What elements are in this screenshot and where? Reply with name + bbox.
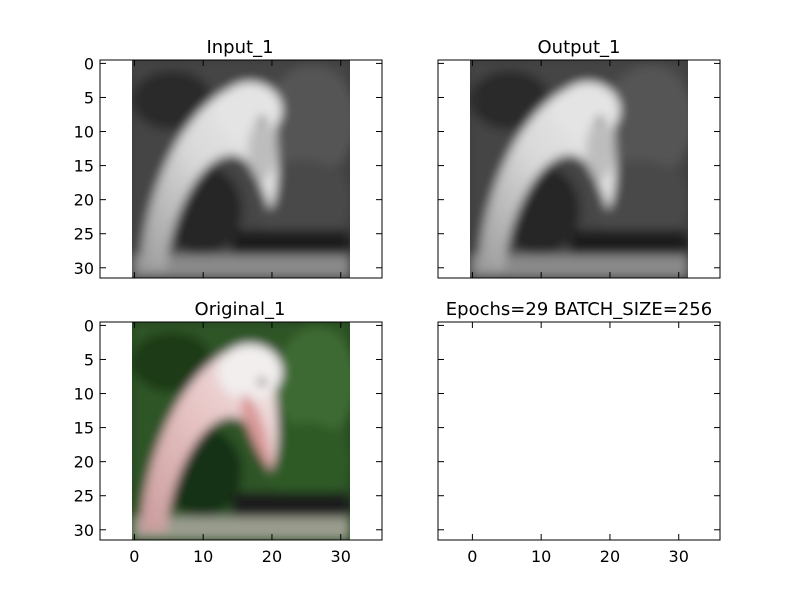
axis-ticks: 0 10 20 30 0 5 10 15 20 25 30 xyxy=(74,316,382,566)
y-tick-label: 25 xyxy=(74,225,94,244)
y-tick-label: 15 xyxy=(74,157,94,176)
y-tick-label: 30 xyxy=(74,521,94,540)
subplot-3: Original_1 0 10 20 30 0 5 10 15 20 25 30 xyxy=(74,299,383,566)
axis-ticks: 0 5 10 15 20 25 30 xyxy=(74,54,382,278)
y-tick-label: 25 xyxy=(74,487,94,506)
axis-ticks: 0 10 20 30 xyxy=(438,322,720,566)
y-tick-label: 15 xyxy=(74,419,94,438)
image-area xyxy=(132,60,357,278)
x-tick-label: 10 xyxy=(193,547,213,566)
x-tick-label: 0 xyxy=(467,547,477,566)
subplot-1: Input_1 0 5 10 15 20 25 30 xyxy=(74,37,383,279)
subplot-4: Epochs=29 BATCH_SIZE=256 0 10 20 30 xyxy=(437,299,721,566)
y-tick-label: 0 xyxy=(84,54,94,73)
x-tick-label: 10 xyxy=(531,547,551,566)
x-tick-label: 0 xyxy=(129,547,139,566)
axes-frame xyxy=(99,321,383,541)
image-area xyxy=(470,60,695,278)
y-tick-label: 10 xyxy=(74,385,94,404)
bird-image xyxy=(470,60,695,278)
subplot-2: Output_1 xyxy=(437,37,721,279)
y-tick-label: 10 xyxy=(74,123,94,142)
y-tick-label: 20 xyxy=(74,191,94,210)
x-tick-label: 30 xyxy=(669,547,689,566)
y-tick-label: 30 xyxy=(74,259,94,278)
subplot-title: Output_1 xyxy=(538,37,621,58)
axes-frame xyxy=(437,59,721,279)
y-tick-label: 5 xyxy=(84,88,94,107)
image-area xyxy=(132,322,357,540)
axes-frame xyxy=(437,321,721,541)
y-tick-label: 20 xyxy=(74,453,94,472)
y-tick-label: 0 xyxy=(84,316,94,335)
bird-image xyxy=(132,60,357,278)
y-tick-label: 5 xyxy=(84,350,94,369)
axes-frame xyxy=(99,59,383,279)
subplot-title: Input_1 xyxy=(206,37,273,58)
x-tick-label: 30 xyxy=(331,547,351,566)
subplot-title: Epochs=29 BATCH_SIZE=256 xyxy=(446,299,712,320)
x-tick-label: 20 xyxy=(262,547,282,566)
bird-image xyxy=(132,322,357,540)
axis-ticks xyxy=(438,60,720,278)
x-tick-label: 20 xyxy=(600,547,620,566)
subplot-title: Original_1 xyxy=(195,299,286,320)
